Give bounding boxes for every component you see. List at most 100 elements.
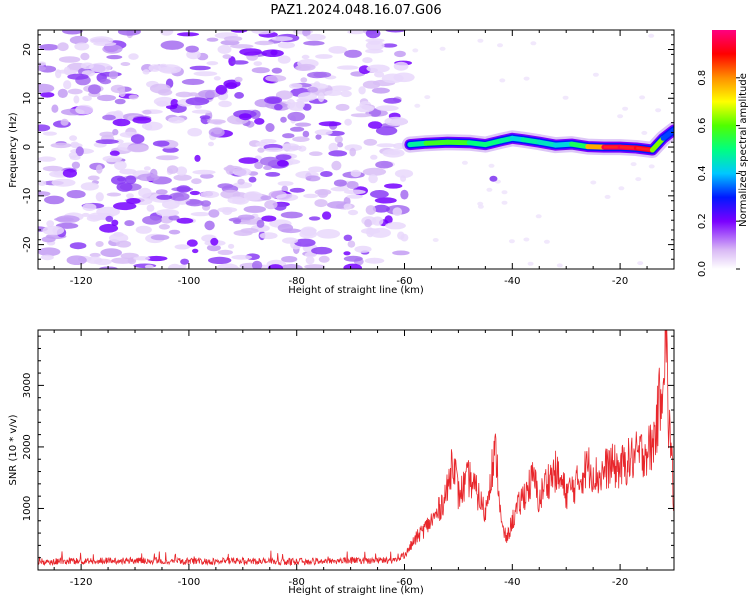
noise-blob (81, 212, 90, 217)
noise-blob (254, 40, 274, 46)
ridge-segment (407, 140, 429, 148)
ridge-segment (536, 139, 558, 148)
noise-blob (294, 238, 316, 247)
noise-blob (42, 165, 64, 172)
noise-blob (343, 263, 362, 269)
noise-blob (253, 61, 263, 66)
noise-blob (394, 169, 414, 179)
noise-blob (392, 207, 403, 217)
noise-blob (187, 127, 203, 137)
noise-blob (257, 147, 265, 153)
noise-blob (162, 199, 180, 209)
noise-speck (543, 239, 550, 244)
noise-blob (63, 80, 72, 90)
noise-blob (89, 252, 101, 258)
noise-blob (322, 211, 332, 220)
noise-blob (277, 55, 291, 64)
x-tick-label: -100 (178, 276, 201, 287)
noise-blob (106, 192, 122, 197)
noise-blob (261, 215, 277, 222)
colorbar-label: Normalized spectral amplitude (738, 73, 749, 227)
noise-blob (40, 254, 54, 261)
noise-blob (400, 233, 409, 242)
noise-blob (40, 92, 55, 98)
ridge-segment (466, 140, 488, 148)
noise-blob (280, 116, 287, 123)
noise-blob (143, 166, 151, 171)
noise-blob (370, 190, 389, 199)
noise-blob (112, 118, 131, 127)
noise-blob (280, 143, 300, 152)
noise-blob (215, 84, 227, 95)
x-tick-label: -60 (396, 276, 412, 287)
noise-blob (263, 165, 273, 170)
noise-blob (328, 150, 348, 157)
noise-blob (62, 168, 77, 178)
y-tick-label: -10 (22, 188, 33, 204)
ridge-core (620, 145, 637, 150)
noise-blob (254, 161, 263, 170)
noise-blob (370, 154, 378, 160)
noise-blob (243, 191, 263, 201)
noise-blob (251, 30, 275, 35)
ridge-segment (445, 139, 472, 146)
noise-blob (385, 222, 406, 230)
noise-blob (150, 234, 170, 241)
noise-blob (200, 190, 220, 199)
noise-blob (308, 216, 321, 221)
noise-blob (372, 204, 390, 213)
noise-blob (303, 193, 319, 199)
noise-blob (307, 86, 319, 93)
noise-blob (217, 44, 232, 54)
noise-blob (200, 200, 211, 207)
noise-blob (169, 192, 190, 201)
noise-blob (304, 252, 317, 258)
noise-blob (302, 130, 310, 138)
noise-blob (340, 90, 352, 98)
noise-blob (260, 195, 272, 201)
noise-blob (265, 172, 281, 177)
noise-blob (400, 189, 409, 200)
noise-blob (38, 65, 46, 71)
noise-blob (113, 232, 124, 237)
noise-blob (364, 257, 385, 264)
snr-panel: -120 -100 -80 -60 -40 -20 1000 2000 3000 Height … (8, 329, 675, 596)
colorbar-tick-label: 0.2 (697, 213, 708, 229)
noise-blob (281, 228, 301, 234)
noise-blob (42, 131, 58, 136)
noise-blob (200, 173, 214, 179)
noise-blob (260, 156, 281, 166)
noise-blob (362, 57, 373, 64)
noise-blob (168, 229, 181, 235)
noise-blob (208, 127, 225, 138)
noise-blob (324, 90, 343, 96)
noise-blob (82, 95, 92, 102)
noise-blob (331, 160, 342, 171)
noise-blob (189, 190, 200, 196)
noise-blob (227, 196, 246, 204)
ridge-segment (552, 141, 575, 148)
noise-blob (44, 195, 65, 205)
noise-blob (347, 30, 365, 35)
noise-blob (365, 30, 381, 39)
noise-blob (230, 44, 254, 49)
noise-blob (185, 199, 204, 207)
noise-blob (237, 214, 255, 220)
noise-blob (112, 128, 119, 136)
x-tick-label: -40 (504, 276, 520, 287)
noise-blob (277, 181, 294, 186)
y-tick-label: 10 (22, 92, 33, 105)
colorbar-tick-label: 0.4 (697, 165, 708, 181)
noise-blob (238, 157, 259, 164)
noise-blob (259, 232, 278, 240)
noise-blob (73, 95, 80, 104)
noise-blob (328, 46, 348, 54)
x-tick-label: -20 (612, 276, 628, 287)
noise-blob (333, 179, 347, 187)
noise-blob (181, 78, 205, 85)
noise-blob (82, 203, 97, 211)
noise-blob (271, 67, 283, 74)
noise-blob (343, 189, 366, 195)
noise-blob (305, 256, 315, 265)
noise-speck (412, 48, 419, 53)
